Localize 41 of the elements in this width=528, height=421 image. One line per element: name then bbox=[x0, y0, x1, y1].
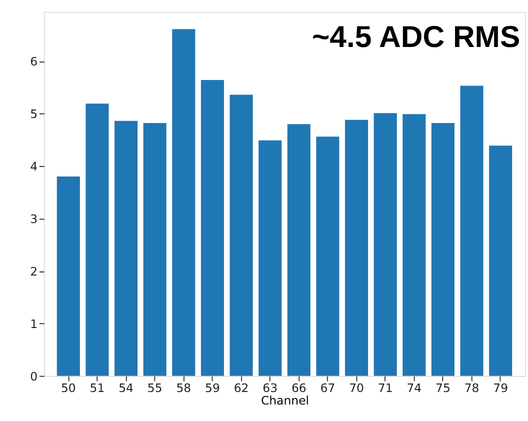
bar bbox=[56, 176, 80, 376]
bar bbox=[345, 120, 368, 376]
x-axis-title: Channel bbox=[260, 394, 310, 408]
x-tick-label: 59 bbox=[205, 380, 220, 395]
x-tick-label: 58 bbox=[176, 380, 192, 395]
bar bbox=[431, 123, 454, 376]
bar bbox=[316, 136, 340, 376]
bar bbox=[287, 124, 310, 376]
bar bbox=[258, 140, 282, 376]
y-tick-label: 2 bbox=[30, 264, 38, 278]
y-tick-label: 1 bbox=[30, 316, 38, 331]
x-tick-label: 75 bbox=[436, 380, 450, 395]
x-tick-label: 55 bbox=[147, 380, 162, 395]
x-tick-label: 74 bbox=[406, 380, 422, 395]
x-tick-label: 51 bbox=[90, 380, 105, 395]
bar bbox=[86, 104, 109, 376]
x-tick-label: 62 bbox=[234, 380, 249, 395]
x-tick-label: 54 bbox=[118, 380, 134, 395]
x-tick-label: 71 bbox=[378, 380, 393, 395]
x-tick-label: 50 bbox=[60, 380, 76, 395]
bar bbox=[172, 29, 196, 376]
y-tick-label: 5 bbox=[30, 106, 38, 121]
x-tick-label: 78 bbox=[464, 380, 480, 395]
x-tick-label: 79 bbox=[493, 380, 508, 395]
y-tick-label: 4 bbox=[30, 159, 38, 174]
bar bbox=[143, 123, 166, 376]
x-tick-label: 66 bbox=[291, 380, 306, 395]
x-tick-label: 70 bbox=[349, 380, 364, 395]
bar bbox=[489, 146, 512, 376]
y-tick-label: 6 bbox=[30, 54, 38, 69]
y-tick-label: 3 bbox=[30, 212, 38, 226]
bar bbox=[374, 113, 397, 376]
bar bbox=[114, 120, 138, 376]
bar bbox=[402, 114, 426, 376]
bar bbox=[200, 80, 224, 376]
annotation: ~4.5 ADC RMS bbox=[312, 20, 520, 54]
bar bbox=[230, 94, 253, 376]
x-tick-label: 67 bbox=[320, 380, 336, 395]
x-tick-label: 63 bbox=[262, 380, 278, 395]
y-tick-label: 0 bbox=[30, 369, 38, 384]
bar bbox=[460, 86, 484, 376]
